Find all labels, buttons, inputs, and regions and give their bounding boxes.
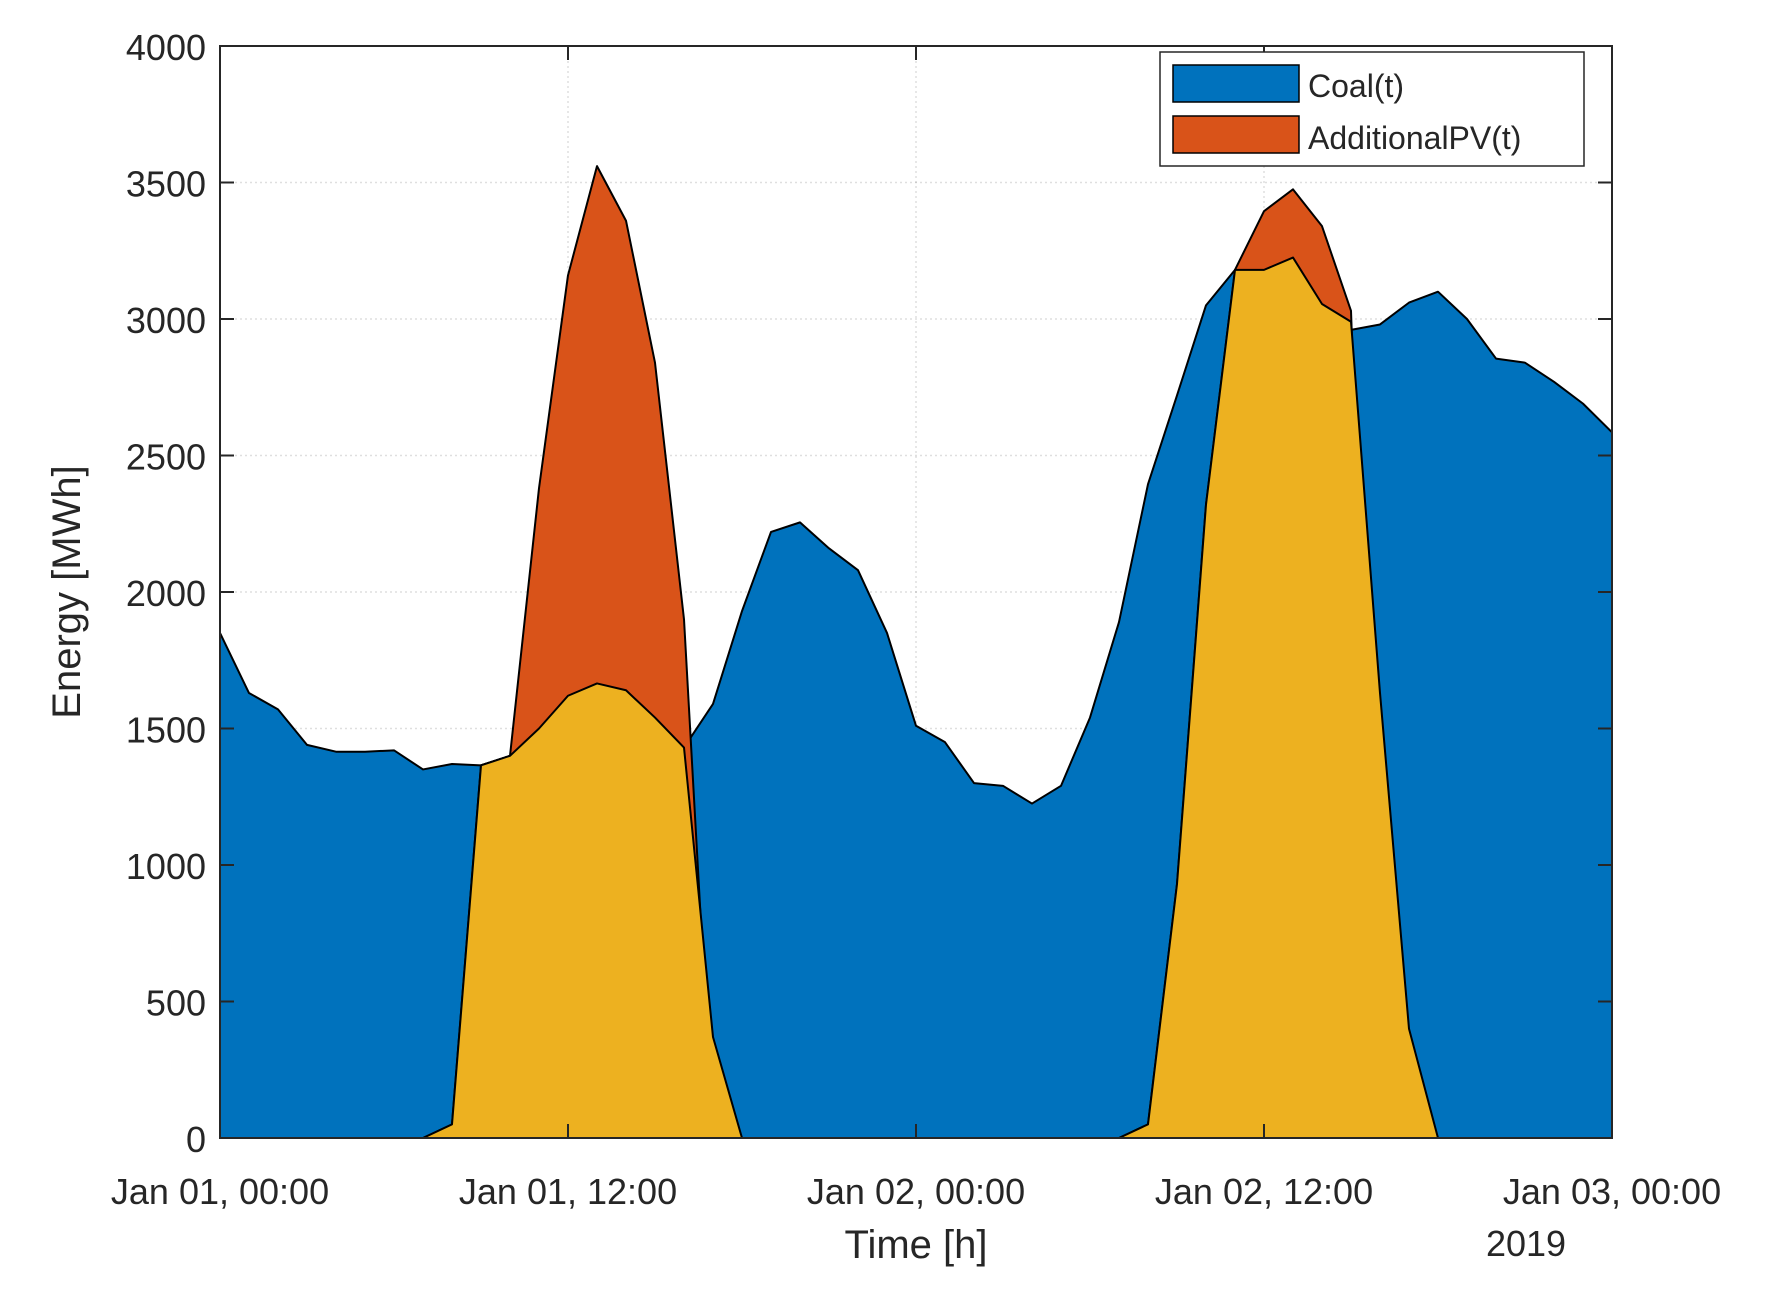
- x-tick-label: Jan 01, 00:00: [111, 1171, 329, 1212]
- y-tick-label: 4000: [126, 27, 206, 68]
- x-axis-year-label: 2019: [1486, 1223, 1566, 1264]
- y-tick-label: 500: [146, 983, 206, 1024]
- y-tick-label: 3500: [126, 164, 206, 205]
- legend-label-additional-pv: AdditionalPV(t): [1308, 120, 1521, 156]
- axes-box: [219, 45, 1613, 1139]
- y-tick-label: 3000: [126, 300, 206, 341]
- x-tick-label: Jan 03, 00:00: [1503, 1171, 1721, 1212]
- y-tick-label: 2500: [126, 437, 206, 478]
- legend-swatch-coal: [1172, 64, 1300, 103]
- y-tick-label: 2000: [126, 573, 206, 614]
- x-tick-label: Jan 01, 12:00: [459, 1171, 677, 1212]
- x-tick-label: Jan 02, 00:00: [807, 1171, 1025, 1212]
- legend[interactable]: Coal(t) AdditionalPV(t): [1159, 51, 1585, 167]
- y-axis-label: Energy [MWh]: [45, 465, 89, 718]
- area-layer: [219, 165, 1613, 1139]
- x-axis-label: Time [h]: [845, 1223, 988, 1267]
- legend-label-coal: Coal(t): [1308, 68, 1404, 104]
- y-tick-label: 1500: [126, 710, 206, 751]
- y-tick-label: 1000: [126, 846, 206, 887]
- legend-swatch-additional-pv: [1172, 115, 1300, 154]
- y-tick-labels: 0 500 1000 1500 2000 2500 3000 3500 4000: [126, 27, 206, 1160]
- x-tick-label: Jan 02, 12:00: [1155, 1171, 1373, 1212]
- y-tick-label: 0: [186, 1119, 206, 1160]
- x-tick-labels: Jan 01, 00:00 Jan 01, 12:00 Jan 02, 00:00 J…: [111, 1171, 1721, 1212]
